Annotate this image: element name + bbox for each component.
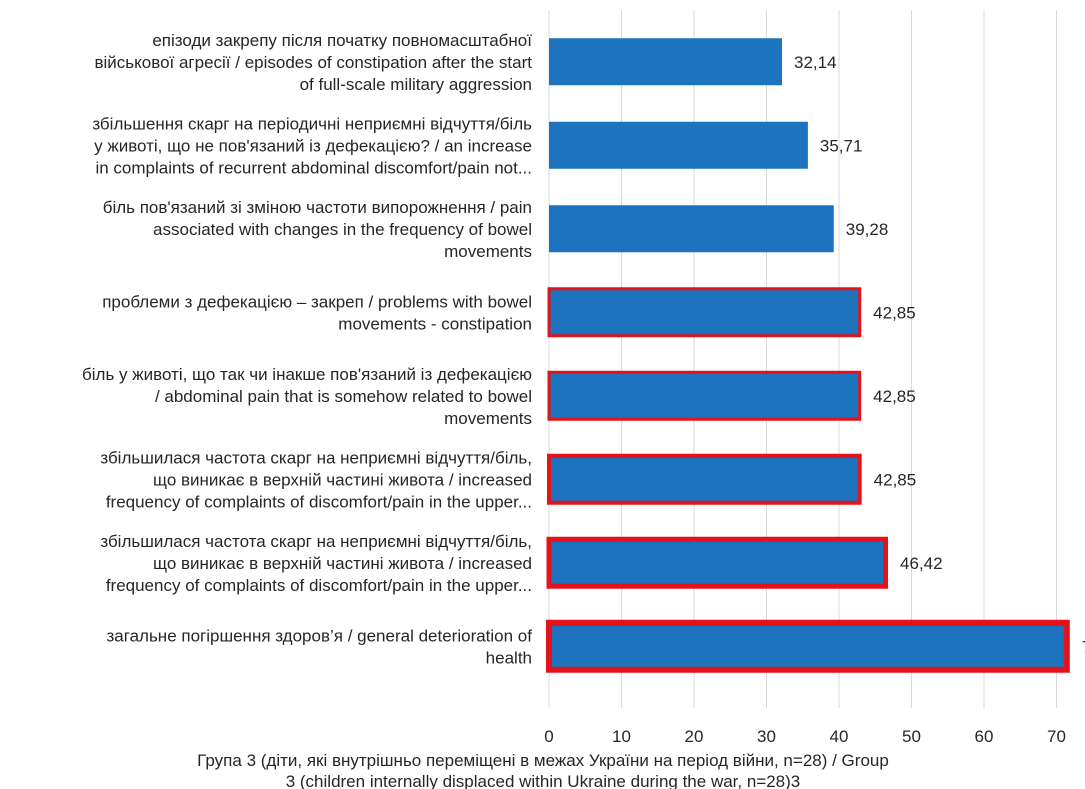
category-labels: епізоди закрепу після початку повномасшт… — [82, 31, 532, 668]
category-label-line: frequency of complaints of discomfort/pa… — [106, 576, 532, 595]
category-label-line: збільшилася частота скарг на неприємні в… — [100, 448, 532, 467]
category-label-line: of full-scale military aggression — [300, 75, 532, 94]
category-label-line: що виникає в верхній частині живота / in… — [153, 470, 532, 489]
bars — [546, 38, 1070, 673]
data-label: 35,71 — [820, 136, 863, 155]
x-tick-label: 60 — [975, 727, 994, 746]
value-labels: 32,14 35,71 39,28 42,85 42,85 42,85 46,42 71,42 — [794, 53, 1085, 657]
x-tick-label: 0 — [544, 727, 553, 746]
category-label-line: / abdominal pain that is somehow related… — [155, 387, 532, 406]
data-label: 42,85 — [873, 303, 916, 322]
category-label-line: епізоди закрепу після початку повномасшт… — [152, 31, 532, 50]
bar-8 — [546, 619, 1070, 673]
x-axis-title: Група 3 (діти, які внутрішньо переміщені… — [197, 751, 889, 789]
data-label: 71,42 — [1082, 637, 1085, 656]
category-label-line: загальне погіршення здоров’я / general d… — [107, 626, 533, 645]
category-label-line: frequency of complaints of discomfort/pa… — [106, 492, 532, 511]
category-label: біль пов'язаний зі зміною частоти випоро… — [103, 198, 532, 261]
category-label-line: що виникає в верхній частині живота / in… — [153, 554, 532, 573]
category-label-line: in complaints of recurrent abdominal dis… — [95, 158, 532, 177]
bar-5 — [547, 370, 862, 421]
gridlines — [548, 10, 1057, 708]
x-tick-label: 20 — [685, 727, 704, 746]
category-label-line: проблеми з дефекацією – закреп / problem… — [102, 292, 532, 311]
x-axis-title-line: Група 3 (діти, які внутрішньо переміщені… — [197, 751, 889, 770]
bar-6 — [547, 453, 862, 505]
data-label: 42,85 — [873, 387, 916, 406]
x-axis-title-line: 3 (children internally displaced within … — [286, 772, 801, 789]
data-label: 46,42 — [900, 554, 943, 573]
category-label: епізоди закрепу після початку повномасшт… — [94, 31, 532, 94]
data-label: 39,28 — [846, 220, 889, 239]
bar-7 — [546, 536, 889, 589]
category-label-line: біль пов'язаний зі зміною частоти випоро… — [103, 198, 532, 217]
x-tick-label: 40 — [830, 727, 849, 746]
category-label-line: військової агресії / episodes of constip… — [94, 53, 532, 72]
data-label: 42,85 — [874, 470, 917, 489]
category-label-line: associated with changes in the frequency… — [153, 220, 532, 239]
category-label-line: movements - constipation — [338, 314, 532, 333]
category-label: збільшення скарг на періодичні неприємні… — [92, 114, 532, 177]
category-label-line: збільшення скарг на періодичні неприємні… — [92, 114, 532, 133]
category-label-line: у животі, що не пов'язаний із дефекацією… — [94, 136, 532, 155]
data-label: 32,14 — [794, 53, 837, 72]
x-tick-label: 70 — [1047, 727, 1066, 746]
category-label: загальне погіршення здоров’я / general d… — [107, 626, 533, 667]
category-label: збільшилася частота скарг на неприємні в… — [100, 448, 532, 511]
category-label: проблеми з дефекацією – закреп / problem… — [102, 292, 532, 333]
category-label-line: біль у животі, що так чи інакше пов'язан… — [82, 365, 532, 384]
bar-3 — [549, 205, 834, 253]
bar-1 — [549, 38, 783, 86]
x-tick-label: 30 — [757, 727, 776, 746]
category-label: збільшилася частота скарг на неприємні в… — [100, 532, 532, 595]
x-tick-label: 10 — [612, 727, 631, 746]
category-label-line: movements — [444, 409, 532, 428]
x-axis-ticks: 01020304050607080 — [544, 727, 1066, 746]
bar-2 — [549, 121, 808, 169]
bar-4 — [547, 287, 862, 338]
x-tick-label: 50 — [902, 727, 921, 746]
category-label-line: health — [486, 648, 532, 667]
category-label: біль у животі, що так чи інакше пов'язан… — [82, 365, 532, 428]
category-label-line: збільшилася частота скарг на неприємні в… — [100, 532, 532, 551]
category-label-line: movements — [444, 242, 532, 261]
